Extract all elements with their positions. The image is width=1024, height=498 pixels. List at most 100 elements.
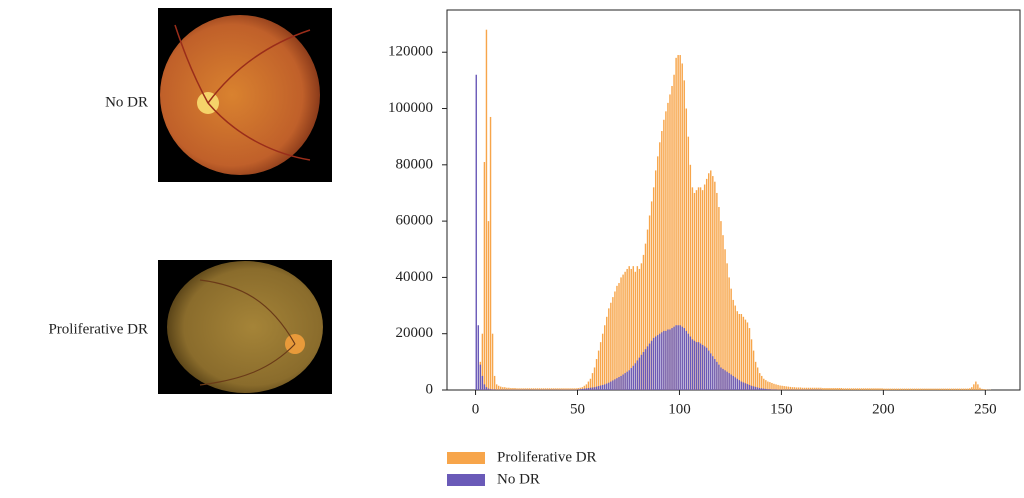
histogram-bar bbox=[493, 389, 496, 390]
x-tick-label: 250 bbox=[974, 401, 997, 417]
histogram-bar bbox=[618, 283, 620, 390]
histogram-bar bbox=[695, 190, 698, 390]
histogram-bar bbox=[475, 74, 477, 391]
histogram-bar bbox=[850, 388, 853, 390]
histogram-bar bbox=[771, 382, 773, 390]
histogram-bar bbox=[701, 190, 704, 390]
histogram-bar bbox=[752, 386, 755, 390]
histogram-bar bbox=[909, 388, 912, 390]
histogram-bar bbox=[891, 388, 893, 390]
histogram-bar bbox=[710, 353, 712, 390]
histogram-bar bbox=[799, 387, 802, 390]
fundus-proliferative-dr bbox=[158, 260, 332, 394]
histogram-bar bbox=[836, 388, 838, 390]
histogram-bar bbox=[604, 384, 606, 390]
histogram-bar bbox=[540, 388, 543, 390]
histogram-bar bbox=[640, 354, 643, 390]
histogram-bar bbox=[608, 308, 610, 390]
histogram-bar bbox=[514, 388, 516, 390]
histogram-bar bbox=[916, 388, 918, 390]
histogram-bar bbox=[477, 325, 480, 390]
histogram-bar bbox=[873, 388, 875, 390]
histogram-bar bbox=[624, 271, 626, 390]
histogram-bar bbox=[636, 360, 639, 390]
histogram-bar bbox=[506, 387, 508, 390]
histogram-bar bbox=[612, 380, 614, 390]
histogram-bar bbox=[697, 187, 700, 390]
histogram-bar bbox=[785, 386, 787, 390]
histogram-bar bbox=[924, 388, 926, 390]
histogram-bar bbox=[663, 330, 665, 390]
histogram-bar bbox=[973, 384, 975, 390]
histogram-bar bbox=[677, 325, 679, 390]
histogram-bar bbox=[587, 388, 590, 390]
histogram-bar bbox=[644, 349, 647, 390]
histogram-bar bbox=[581, 387, 584, 390]
histogram-bar bbox=[934, 388, 936, 390]
legend-label: No DR bbox=[497, 471, 540, 487]
histogram-bar bbox=[748, 328, 751, 390]
histogram-bar bbox=[742, 316, 745, 390]
histogram-bar bbox=[520, 388, 522, 390]
histogram-bar bbox=[479, 364, 482, 390]
fundus-no-dr bbox=[158, 8, 332, 182]
histogram-bar bbox=[581, 388, 584, 390]
histogram-bar bbox=[546, 388, 549, 390]
histogram-bar bbox=[671, 86, 673, 390]
y-tick-label: 0 bbox=[426, 381, 434, 397]
histogram-bar bbox=[858, 388, 861, 390]
histogram-bar bbox=[712, 356, 714, 390]
histogram-bar bbox=[732, 299, 734, 390]
histogram-bar bbox=[612, 297, 614, 390]
x-tick-label: 0 bbox=[472, 401, 480, 417]
histogram-bar bbox=[822, 388, 824, 390]
histogram-bar bbox=[618, 377, 620, 390]
histogram-bar bbox=[958, 388, 961, 390]
histogram-bar bbox=[689, 336, 692, 390]
histogram-bar bbox=[616, 285, 618, 390]
histogram-bar bbox=[493, 375, 496, 390]
histogram-bar bbox=[797, 387, 800, 390]
histogram-bar bbox=[606, 383, 608, 390]
histogram-bar bbox=[807, 387, 810, 390]
histogram-bar bbox=[977, 384, 979, 390]
histogram-bar bbox=[773, 383, 775, 390]
histogram-bar bbox=[871, 388, 873, 390]
histogram-bar bbox=[569, 388, 571, 390]
histogram-bar bbox=[650, 340, 653, 390]
histogram-bar bbox=[809, 387, 812, 390]
histogram-bar bbox=[740, 314, 743, 390]
histogram-bar bbox=[826, 388, 828, 390]
histogram-bar bbox=[685, 330, 688, 390]
histogram-bar bbox=[903, 388, 906, 390]
histogram-bar bbox=[714, 359, 716, 390]
histogram-bar bbox=[648, 343, 651, 390]
histogram-bar bbox=[875, 388, 877, 390]
histogram-bar bbox=[508, 387, 510, 390]
histogram-bar bbox=[930, 388, 932, 390]
histogram-bar bbox=[622, 374, 624, 390]
histogram-bar bbox=[601, 384, 604, 390]
histogram-bar bbox=[489, 116, 492, 391]
histogram-bar bbox=[889, 388, 891, 390]
histogram-bar bbox=[532, 388, 535, 390]
histogram-bar bbox=[769, 382, 771, 390]
histogram-bar bbox=[685, 108, 688, 390]
histogram-bar bbox=[591, 387, 594, 390]
histogram-bar bbox=[979, 387, 981, 390]
histogram-bar bbox=[869, 388, 871, 390]
histogram-bar bbox=[579, 387, 581, 390]
histogram-bar bbox=[695, 342, 698, 390]
histogram-bar bbox=[736, 311, 738, 390]
histogram-bar bbox=[887, 388, 889, 390]
histogram-bar bbox=[705, 347, 708, 390]
x-tick-label: 100 bbox=[668, 401, 691, 417]
histogram-bar bbox=[862, 388, 865, 390]
histogram-bar bbox=[630, 368, 632, 390]
histogram-bar bbox=[975, 381, 977, 390]
histogram-bar bbox=[911, 388, 914, 390]
histogram-bar bbox=[842, 388, 845, 390]
histogram-bar bbox=[679, 325, 681, 390]
histogram-bar bbox=[628, 370, 630, 390]
histogram-bar bbox=[585, 384, 588, 390]
